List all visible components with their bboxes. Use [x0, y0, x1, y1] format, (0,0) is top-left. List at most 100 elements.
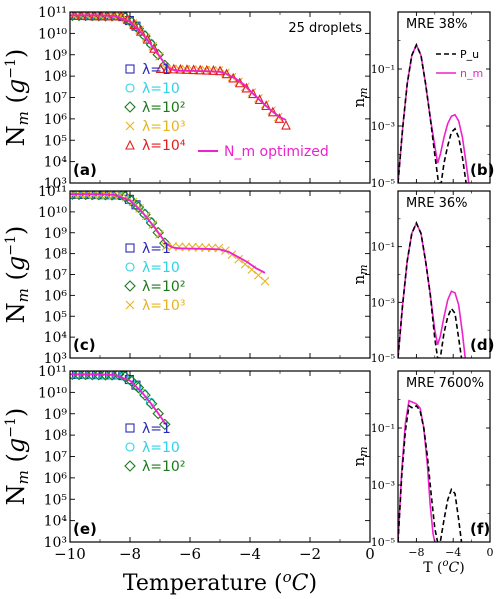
panel-label: (b): [470, 161, 494, 179]
plot-frame: [69, 190, 371, 359]
xlab-c: C: [449, 560, 460, 576]
plot-frame: [397, 190, 491, 359]
ylab-unit: (: [2, 271, 30, 288]
ylab-exp: −1: [3, 235, 19, 256]
x-tick-label: −4: [239, 545, 261, 563]
legend-label: λ=1: [142, 241, 171, 257]
axes: 10³ 10⁴ 10⁵ 10⁶ 10⁷ 10⁸ 10⁹ 10¹⁰ 10¹¹: [38, 184, 371, 367]
marker-circle: [125, 83, 135, 93]
marker-x: [214, 243, 224, 253]
marker-x: [194, 243, 204, 252]
y-tick-label: 10¹¹: [38, 364, 67, 380]
series-λ=10⁴: [70, 12, 291, 130]
ylab-unit: (: [2, 453, 30, 470]
y-tick-label: 10¹⁰: [38, 205, 67, 221]
y-tick-label: 10⁴: [44, 330, 68, 346]
y-axis-label: nm: [350, 446, 370, 466]
y-tick-label: 10⁸: [44, 428, 68, 444]
fit-curve: [70, 373, 167, 426]
y-tick-label: 10¹¹: [38, 5, 67, 21]
x-axis-label-left: Temperature (oC): [123, 568, 317, 596]
x-tick-label: 0: [487, 546, 494, 559]
marker-triangle: [188, 64, 199, 75]
panel-label: (a): [73, 161, 97, 179]
plot-area: [398, 221, 466, 358]
annotation: MRE 36%: [406, 196, 468, 211]
legend-label: λ=10: [142, 81, 180, 97]
marker-diamond: [152, 48, 164, 61]
marker-x: [161, 241, 171, 251]
y-tick-label: 10⁷: [44, 91, 68, 107]
y-tick-label: 10¹¹: [38, 184, 67, 200]
marker-circle: [132, 381, 142, 391]
y-axis-label: Nm (g−1): [2, 49, 32, 147]
legend-label: λ=1: [142, 421, 171, 437]
marker-triangle: [116, 12, 126, 21]
marker-x: [174, 242, 184, 252]
fit-curve: [70, 193, 266, 274]
marker-diamond: [124, 280, 136, 292]
y-tick-label: 10⁷: [44, 450, 68, 466]
fit-curve: [70, 14, 287, 121]
panel-f: 10⁻⁵ 10⁻³ 10⁻¹ −8 −4 0 MRE 7600% (f) nm: [350, 370, 494, 559]
marker-diamond: [145, 217, 158, 229]
series-line: [398, 404, 463, 542]
marker-x: [125, 300, 135, 310]
y-tick-label: 10¹⁰: [38, 26, 67, 42]
y-tick-label: 10⁸: [44, 69, 68, 85]
marker-x: [188, 242, 197, 252]
legend-label: n_m: [460, 67, 483, 80]
ylab-sub: m: [14, 111, 32, 125]
legend-label: λ=10²: [142, 459, 185, 475]
series-line: [398, 42, 467, 183]
marker-triangle: [215, 65, 225, 76]
marker-circle: [132, 201, 142, 211]
panel-d: 10⁻⁵ 10⁻³ 10⁻¹ MRE 36% (d) nm: [350, 190, 494, 365]
y-tick-label: 10⁴: [44, 514, 68, 530]
plot-area: [70, 12, 291, 130]
x-axis-label-right: T (oC): [423, 558, 464, 576]
y-tick-label: 10³: [44, 351, 67, 367]
ylab-sub: m: [357, 87, 370, 97]
marker-square: [125, 243, 135, 253]
x-tick-label: −2: [299, 545, 321, 563]
y-tick-label: 10⁵: [44, 309, 68, 325]
marker-triangle: [254, 94, 265, 104]
annotation: MRE 7600%: [406, 376, 484, 391]
y-tick-label: 10⁸: [44, 247, 68, 263]
plot-area: [398, 42, 470, 183]
y-tick-label: 10⁹: [44, 407, 68, 423]
marker-triangle: [182, 64, 192, 74]
panel-label: (d): [470, 336, 494, 354]
ylab-unit: (: [2, 94, 30, 111]
ylab-sub: m: [357, 446, 370, 456]
xlab-deg: o: [443, 558, 449, 569]
panel-c: 10³ 10⁴ 10⁵ 10⁶ 10⁷ 10⁸ 10⁹ 10¹⁰ 10¹¹ λ=1 λ=10 λ=10…: [2, 184, 371, 367]
marker-x: [181, 242, 191, 252]
y-tick-label: 10³: [44, 535, 67, 551]
annotation: MRE 38%: [406, 17, 468, 32]
y-tick-label: 10³: [44, 176, 67, 192]
legend-fit-label: N_m optimized: [224, 144, 329, 160]
plot-area: [70, 191, 270, 286]
panel-label: (e): [73, 520, 97, 538]
marker-diamond: [124, 460, 136, 472]
panel-label: (c): [73, 336, 96, 354]
y-axis-label: Nm (g−1): [2, 408, 32, 506]
plot-area: [398, 399, 463, 542]
legend-label: λ=10³: [142, 298, 185, 314]
marker-triangle: [281, 119, 291, 130]
x-tick-label: −4: [445, 546, 461, 559]
y-tick-label: 10⁵: [44, 133, 68, 149]
series-line: [398, 42, 470, 183]
ylab-exp: −1: [3, 58, 19, 79]
panel-a: 10³ 10⁴ 10⁵ 10⁶ 10⁷ 10⁸ 10⁹ 10¹⁰ 10¹¹ λ=1 λ=10 λ=10…: [2, 5, 371, 192]
legend-label: λ=10²: [142, 279, 185, 295]
marker-diamond: [119, 371, 131, 383]
marker-circle: [125, 262, 135, 272]
ylab-exp: −1: [3, 417, 19, 438]
ylab-g: g: [2, 256, 30, 271]
marker-x: [201, 243, 210, 253]
x-tick-label: −8: [119, 545, 141, 563]
